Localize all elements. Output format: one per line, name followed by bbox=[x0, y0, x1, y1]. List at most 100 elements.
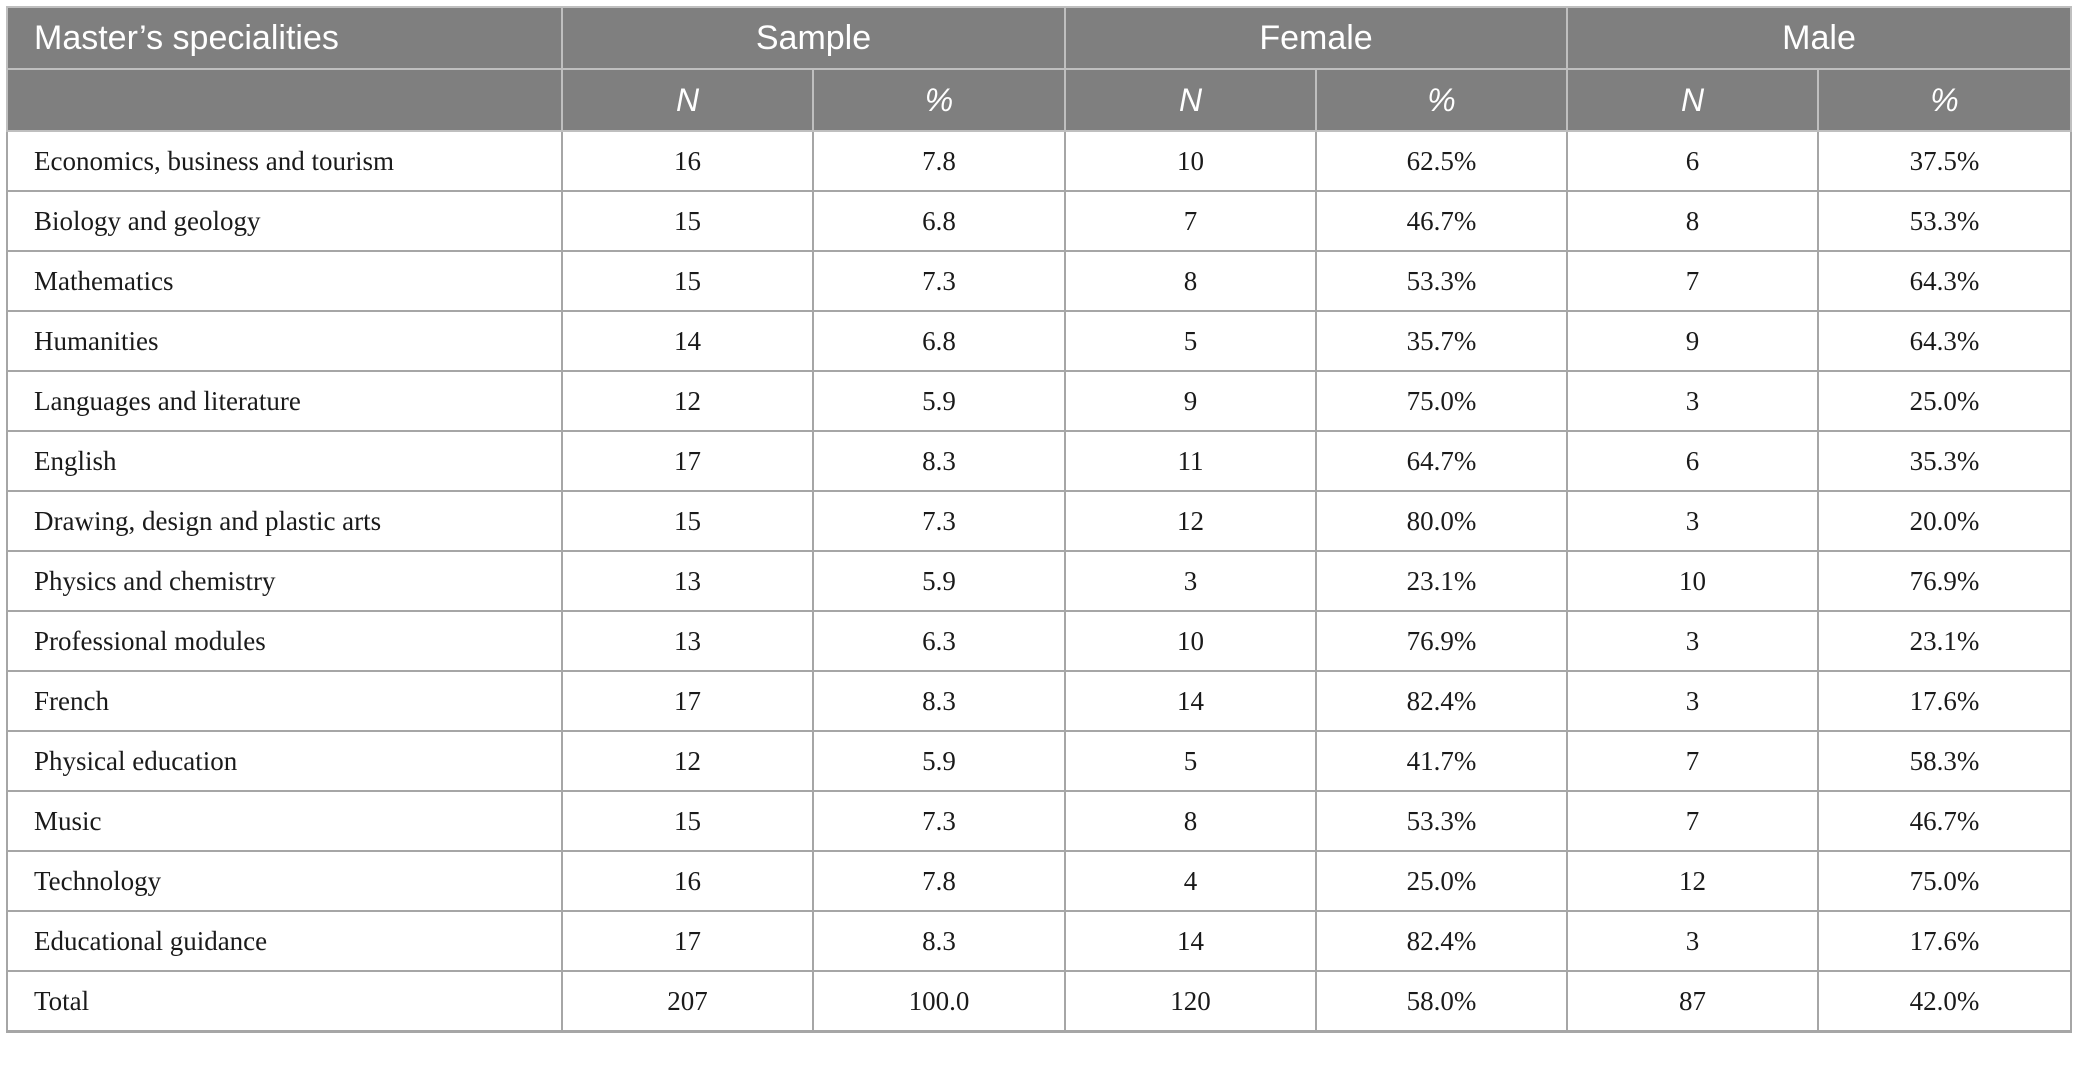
header-group-female: Female bbox=[1064, 6, 1568, 70]
cell-sample-n: 17 bbox=[561, 670, 814, 732]
speciality-name: Drawing, design and plastic arts bbox=[6, 490, 563, 552]
speciality-name: Music bbox=[6, 790, 563, 852]
cell-male-pct: 58.3% bbox=[1816, 730, 2073, 792]
cell-female-pct: 46.7% bbox=[1315, 190, 1568, 252]
specialities-table-container: Master’s specialities Sample Female Male… bbox=[6, 6, 2073, 1033]
table-row: Physics and chemistry 13 5.9 3 23.1% 10 76.9% bbox=[6, 550, 2073, 612]
cell-sample-pct: 5.9 bbox=[812, 550, 1066, 612]
cell-male-n: 7 bbox=[1566, 250, 1819, 312]
cell-male-n: 3 bbox=[1566, 670, 1819, 732]
cell-sample-pct: 7.3 bbox=[812, 790, 1066, 852]
header-male-pct: % bbox=[1816, 68, 2073, 132]
cell-male-pct: 53.3% bbox=[1816, 190, 2073, 252]
table-row: Professional modules 13 6.3 10 76.9% 3 23.1% bbox=[6, 610, 2073, 672]
cell-male-pct: 17.6% bbox=[1816, 910, 2073, 972]
header-specialities: Master’s specialities bbox=[6, 6, 563, 70]
cell-female-n: 5 bbox=[1064, 730, 1317, 792]
speciality-name: Physics and chemistry bbox=[6, 550, 563, 612]
header-row-groups: Master’s specialities Sample Female Male bbox=[6, 6, 2073, 70]
cell-female-pct: 62.5% bbox=[1315, 130, 1568, 192]
speciality-name: English bbox=[6, 430, 563, 492]
cell-sample-n: 16 bbox=[561, 850, 814, 912]
cell-sample-n: 17 bbox=[561, 910, 814, 972]
table-row: Mathematics 15 7.3 8 53.3% 7 64.3% bbox=[6, 250, 2073, 312]
cell-male-n: 12 bbox=[1566, 850, 1819, 912]
table-row: Economics, business and tourism 16 7.8 10 62… bbox=[6, 130, 2073, 192]
header-female-n: N bbox=[1064, 68, 1317, 132]
cell-sample-n: 15 bbox=[561, 490, 814, 552]
cell-female-pct: 75.0% bbox=[1315, 370, 1568, 432]
cell-sample-n: 17 bbox=[561, 430, 814, 492]
cell-female-n: 8 bbox=[1064, 250, 1317, 312]
cell-female-n: 9 bbox=[1064, 370, 1317, 432]
table-row: French 17 8.3 14 82.4% 3 17.6% bbox=[6, 670, 2073, 732]
header-group-male: Male bbox=[1565, 6, 2073, 70]
cell-male-pct: 64.3% bbox=[1816, 250, 2073, 312]
cell-female-pct: 25.0% bbox=[1315, 850, 1568, 912]
speciality-name: Physical education bbox=[6, 730, 563, 792]
cell-male-pct: 17.6% bbox=[1816, 670, 2073, 732]
cell-male-pct: 37.5% bbox=[1816, 130, 2073, 192]
cell-female-pct: 53.3% bbox=[1315, 790, 1568, 852]
speciality-name: Educational guidance bbox=[6, 910, 563, 972]
cell-sample-pct: 6.8 bbox=[812, 190, 1066, 252]
cell-sample-n: 15 bbox=[561, 190, 814, 252]
cell-female-n: 3 bbox=[1064, 550, 1317, 612]
cell-sample-pct: 5.9 bbox=[812, 730, 1066, 792]
cell-male-n: 10 bbox=[1566, 550, 1819, 612]
cell-male-pct: 75.0% bbox=[1816, 850, 2073, 912]
cell-female-pct: 41.7% bbox=[1315, 730, 1568, 792]
speciality-name: Mathematics bbox=[6, 250, 563, 312]
cell-sample-pct: 7.3 bbox=[812, 250, 1066, 312]
table-body: Economics, business and tourism 16 7.8 10 62… bbox=[6, 130, 2073, 1033]
cell-male-pct: 20.0% bbox=[1816, 490, 2073, 552]
cell-sample-pct: 7.8 bbox=[812, 130, 1066, 192]
header-group-sample: Sample bbox=[561, 6, 1066, 70]
cell-sample-n: 15 bbox=[561, 790, 814, 852]
speciality-name: Professional modules bbox=[6, 610, 563, 672]
cell-male-n: 3 bbox=[1566, 910, 1819, 972]
table-row: Music 15 7.3 8 53.3% 7 46.7% bbox=[6, 790, 2073, 852]
cell-male-n: 87 bbox=[1566, 970, 1819, 1033]
cell-sample-pct: 8.3 bbox=[812, 430, 1066, 492]
cell-male-n: 3 bbox=[1566, 370, 1819, 432]
cell-sample-pct: 7.8 bbox=[812, 850, 1066, 912]
cell-male-n: 7 bbox=[1566, 790, 1819, 852]
cell-female-n: 120 bbox=[1064, 970, 1317, 1033]
table-row: Biology and geology 15 6.8 7 46.7% 8 53.3% bbox=[6, 190, 2073, 252]
cell-sample-n: 15 bbox=[561, 250, 814, 312]
cell-sample-pct: 6.8 bbox=[812, 310, 1066, 372]
header-row-sub: N % N % N % bbox=[6, 68, 2073, 132]
specialities-table: Master’s specialities Sample Female Male… bbox=[6, 6, 2073, 1033]
cell-male-n: 3 bbox=[1566, 490, 1819, 552]
cell-sample-n: 12 bbox=[561, 730, 814, 792]
cell-male-pct: 42.0% bbox=[1816, 970, 2073, 1033]
cell-sample-pct: 8.3 bbox=[812, 910, 1066, 972]
table-row: Physical education 12 5.9 5 41.7% 7 58.3% bbox=[6, 730, 2073, 792]
header-sample-n: N bbox=[561, 68, 814, 132]
cell-male-n: 7 bbox=[1566, 730, 1819, 792]
cell-male-pct: 23.1% bbox=[1816, 610, 2073, 672]
cell-sample-n: 14 bbox=[561, 310, 814, 372]
table-row: Educational guidance 17 8.3 14 82.4% 3 17.6% bbox=[6, 910, 2073, 972]
cell-male-n: 6 bbox=[1566, 430, 1819, 492]
cell-female-n: 5 bbox=[1064, 310, 1317, 372]
cell-sample-pct: 7.3 bbox=[812, 490, 1066, 552]
cell-male-n: 8 bbox=[1566, 190, 1819, 252]
cell-sample-n: 16 bbox=[561, 130, 814, 192]
cell-male-n: 3 bbox=[1566, 610, 1819, 672]
cell-female-n: 8 bbox=[1064, 790, 1317, 852]
cell-female-n: 10 bbox=[1064, 130, 1317, 192]
table-row: Humanities 14 6.8 5 35.7% 9 64.3% bbox=[6, 310, 2073, 372]
cell-sample-n: 207 bbox=[561, 970, 814, 1033]
cell-female-pct: 23.1% bbox=[1315, 550, 1568, 612]
cell-male-pct: 64.3% bbox=[1816, 310, 2073, 372]
header-sub-empty bbox=[6, 68, 563, 132]
table-header: Master’s specialities Sample Female Male… bbox=[6, 6, 2073, 132]
cell-male-pct: 35.3% bbox=[1816, 430, 2073, 492]
cell-female-pct: 64.7% bbox=[1315, 430, 1568, 492]
speciality-name: Technology bbox=[6, 850, 563, 912]
table-row: Languages and literature 12 5.9 9 75.0% 3 25.0… bbox=[6, 370, 2073, 432]
cell-sample-pct: 6.3 bbox=[812, 610, 1066, 672]
speciality-name: Total bbox=[6, 970, 563, 1033]
